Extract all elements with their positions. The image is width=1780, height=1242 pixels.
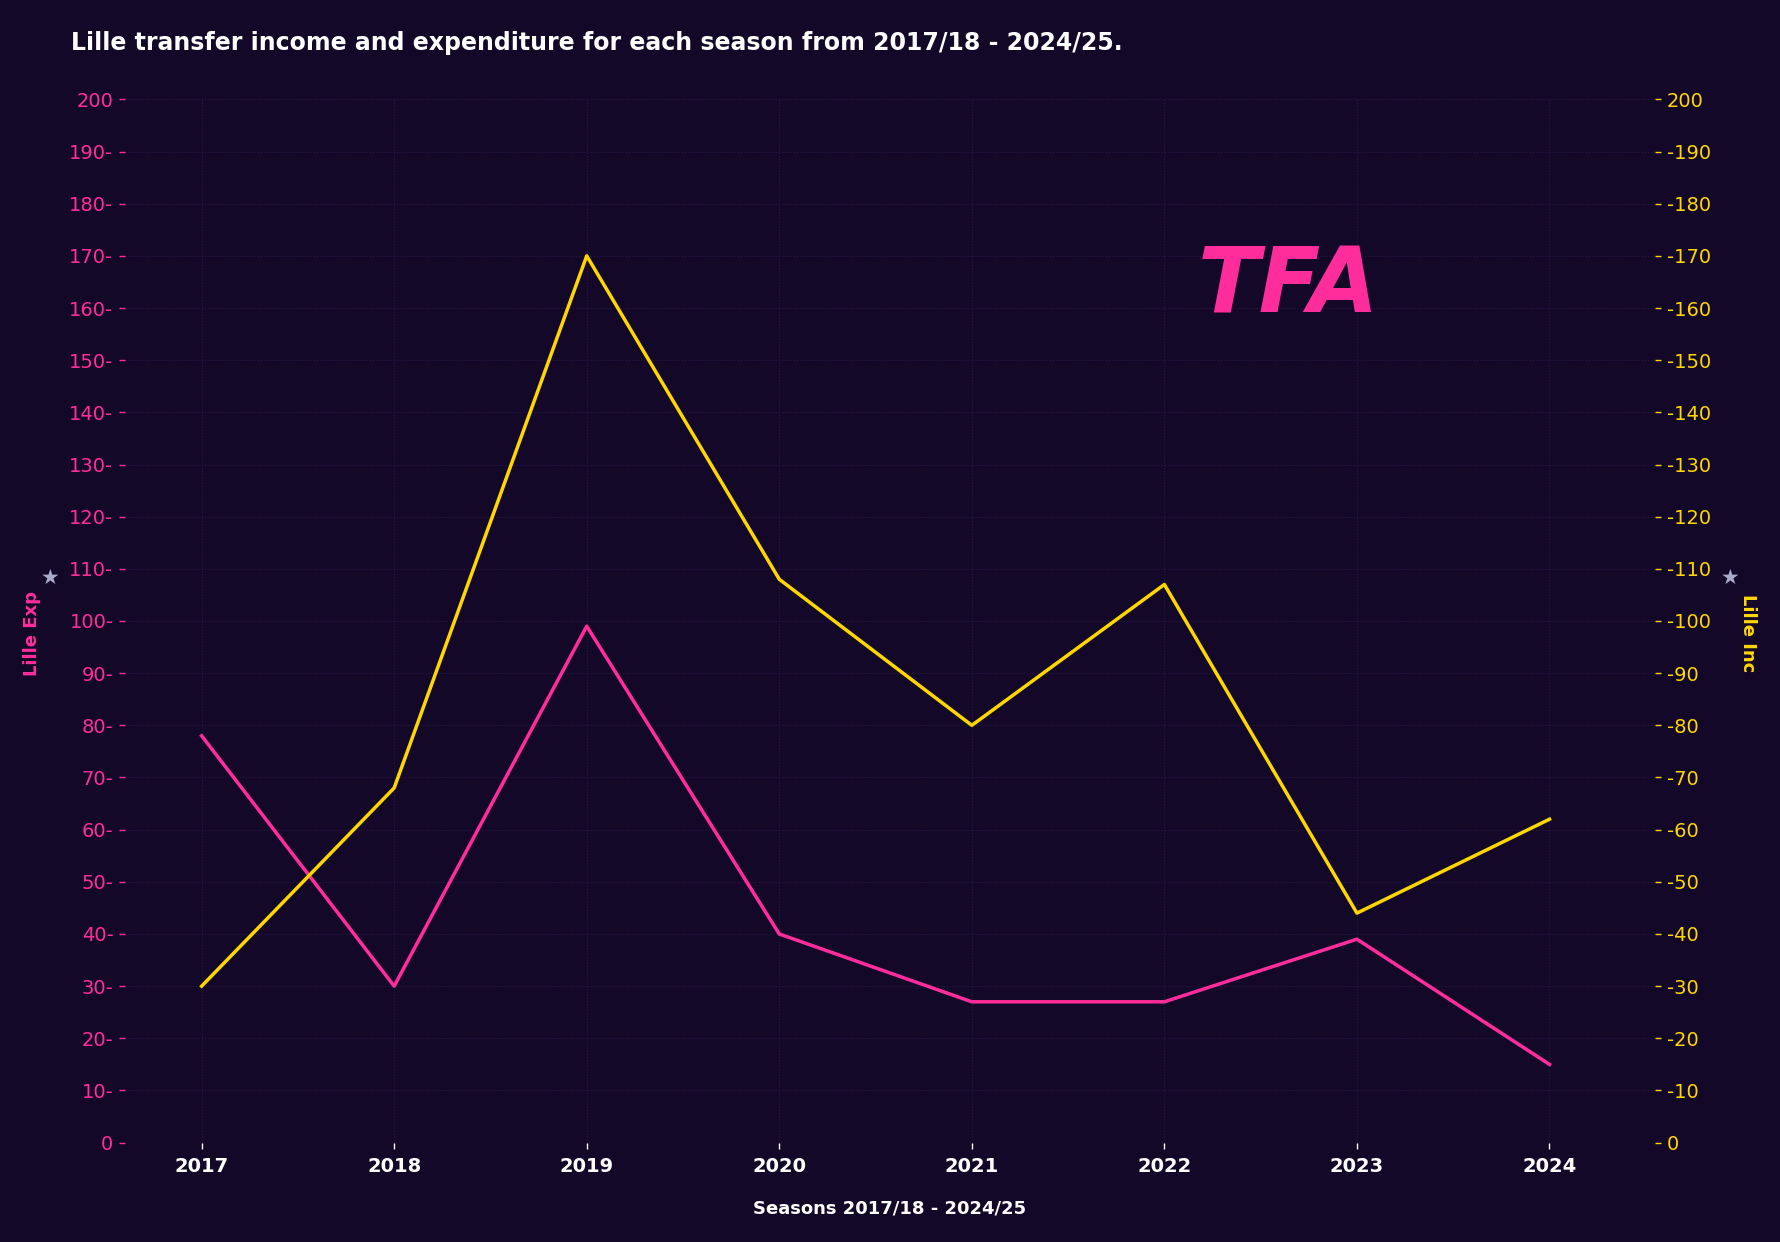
Text: Lille Inc: Lille Inc bbox=[1739, 594, 1757, 673]
Text: Lille transfer income and expenditure for each season from 2017/18 - 2024/25.: Lille transfer income and expenditure fo… bbox=[71, 31, 1123, 55]
Text: ★: ★ bbox=[41, 568, 59, 587]
Text: Lille Exp: Lille Exp bbox=[23, 591, 41, 676]
Text: ★: ★ bbox=[1721, 568, 1739, 587]
Text: Seasons 2017/18 - 2024/25: Seasons 2017/18 - 2024/25 bbox=[753, 1200, 1027, 1217]
Text: TFA: TFA bbox=[1198, 243, 1380, 332]
